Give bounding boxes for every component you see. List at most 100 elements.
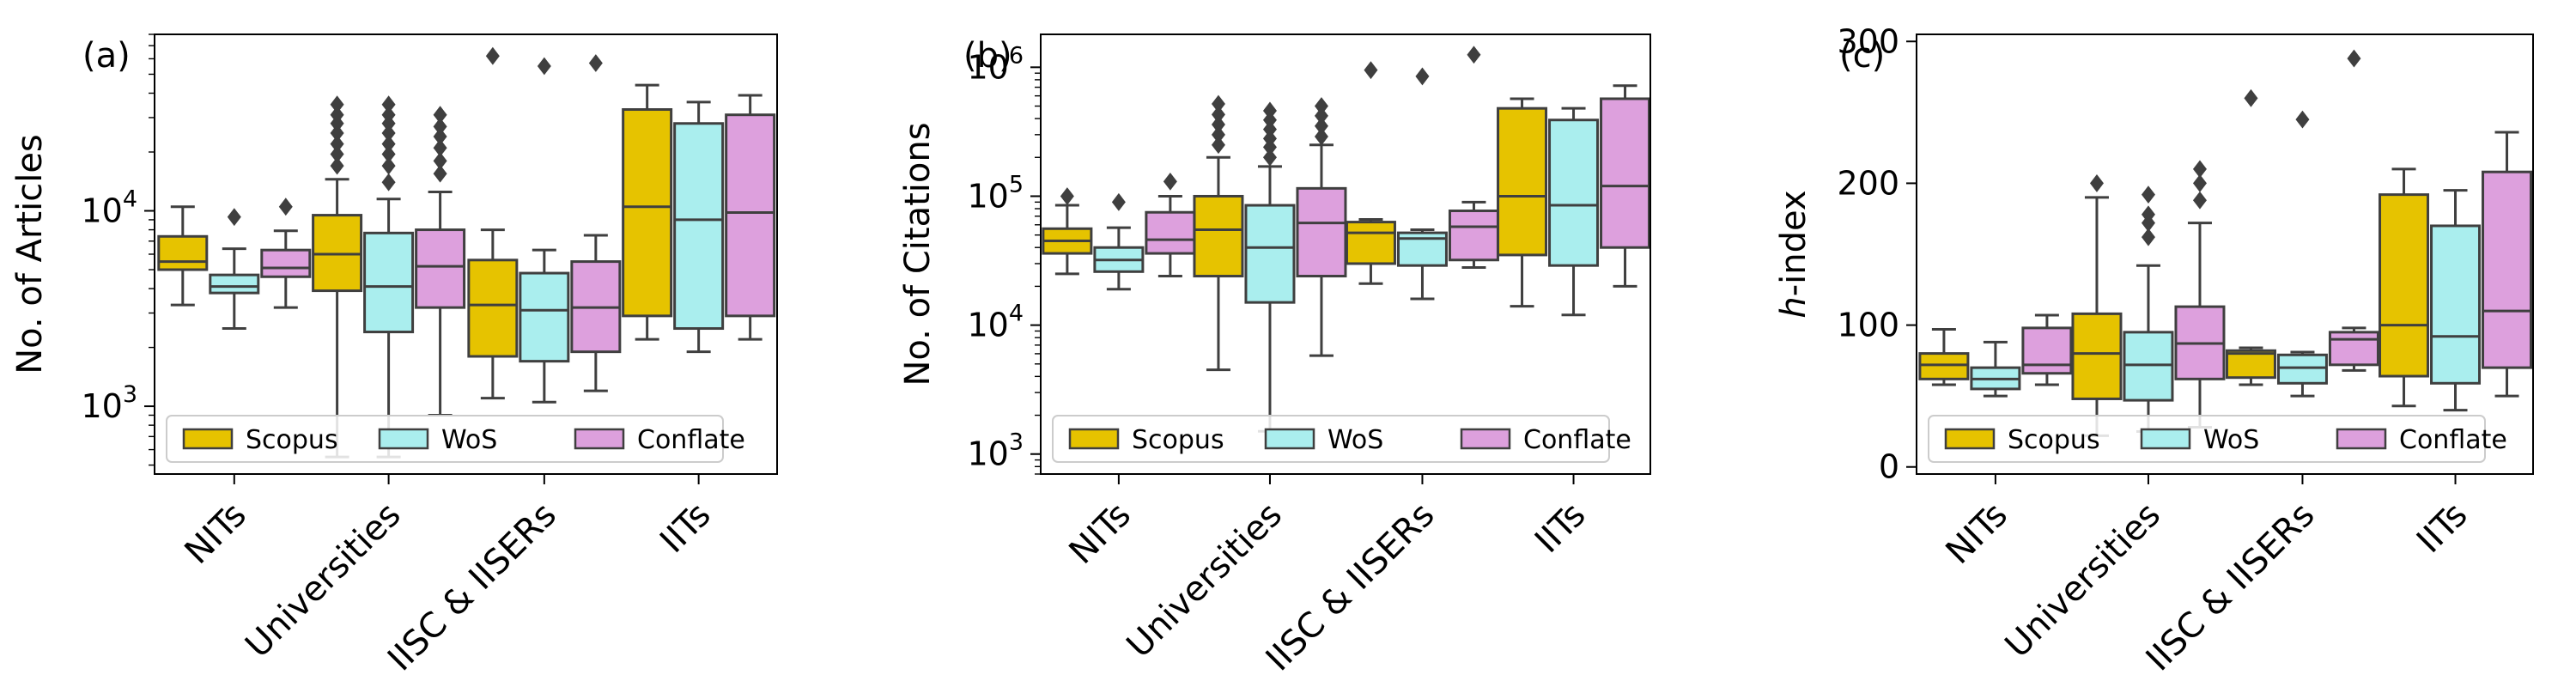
iqr-box — [157, 234, 209, 271]
outlier-point — [2141, 185, 2155, 204]
outlier-point — [381, 106, 396, 125]
outlier-point — [1211, 136, 1225, 155]
box-conflate-iits — [725, 94, 776, 341]
panel-label: (b) — [963, 36, 1012, 76]
iqr-box — [1193, 194, 1244, 278]
outlier-point — [381, 173, 396, 192]
legend-swatch-conflate — [574, 428, 625, 450]
legend-swatch-scopus — [1068, 428, 1120, 450]
outlier-point — [381, 124, 396, 143]
box-conflate-iisc-iisers — [2328, 49, 2379, 372]
box-conflate-universities — [1296, 97, 1347, 357]
outlier-point — [433, 138, 447, 157]
legend: Scopus WoS Conflate — [166, 415, 745, 463]
outlier-point — [433, 164, 447, 183]
legend-label-scopus: Scopus — [246, 425, 338, 455]
box-wos-universities — [1244, 101, 1296, 433]
box-wos-iits — [673, 100, 725, 354]
box-conflate-nits — [1145, 172, 1196, 278]
outlier-point — [330, 95, 344, 114]
box-scopus-universities — [2071, 174, 2123, 437]
x-tick-label: Universities — [1998, 495, 2168, 666]
outlier-point — [1314, 127, 1328, 146]
outlier-point — [1060, 187, 1074, 205]
iqr-box — [415, 228, 466, 309]
y-tick-label: 103 — [81, 381, 137, 425]
axes-frame — [1916, 33, 2534, 475]
box-scopus-iisc-iisers — [2225, 88, 2276, 386]
plot-area — [157, 46, 776, 459]
y-axis-label: h-index — [1774, 190, 1814, 318]
iqr-box — [1918, 352, 1970, 380]
box-conflate-iisc-iisers — [570, 54, 622, 392]
box-wos-iisc-iisers — [519, 57, 570, 404]
y-tick-label: 0 — [1879, 448, 1899, 486]
outlier-point — [278, 198, 293, 216]
legend-label-wos: WoS — [441, 425, 497, 455]
iqr-box — [2123, 331, 2174, 402]
iqr-box — [519, 271, 570, 363]
outlier-point — [1467, 46, 1481, 64]
outlier-point — [1364, 61, 1378, 80]
legend-swatch-conflate — [2336, 428, 2387, 450]
box-scopus-nits — [157, 205, 209, 307]
outlier-point — [381, 145, 396, 163]
y-tick-label: 104 — [81, 186, 137, 230]
outlier-point — [330, 124, 344, 143]
iqr-box — [622, 108, 673, 318]
y-tick-label: 200 — [1837, 164, 1899, 202]
outlier-point — [2347, 49, 2361, 68]
outlier-point — [330, 145, 344, 163]
y-axis: 103 104 105 106 — [967, 42, 1041, 475]
iqr-box — [2482, 170, 2533, 369]
plot-area — [1918, 49, 2533, 437]
box-conflate-iits — [2482, 131, 2533, 398]
box-conflate-iits — [1600, 84, 1650, 288]
outlier-point — [1262, 129, 1277, 148]
outlier-point — [381, 156, 396, 175]
box-scopus-iits — [2379, 167, 2430, 408]
panel-c: 0 100 200 300 h-index (c) NITsUniversitiesIISC… — [1774, 22, 2534, 678]
box-wos-iits — [1548, 106, 1600, 317]
outlier-point — [1211, 105, 1225, 124]
iqr-box — [1548, 119, 1600, 267]
outlier-point — [1314, 106, 1328, 125]
legend-label-conflate: Conflate — [2399, 425, 2507, 455]
y-tick-label: 100 — [1837, 307, 1899, 344]
outlier-point — [1415, 67, 1430, 86]
legend-swatch-scopus — [1944, 428, 1996, 450]
box-wos-universities — [2123, 185, 2174, 433]
iqr-box — [1600, 97, 1650, 249]
iqr-box — [363, 231, 415, 334]
iqr-box — [260, 248, 312, 278]
iqr-box — [673, 122, 725, 331]
iqr-box — [2276, 353, 2328, 385]
y-axis: 103 104 — [81, 33, 155, 466]
iqr-box — [209, 273, 260, 295]
x-tick-label: Universities — [238, 495, 408, 666]
panel-b: 103 104 105 106 No. of Citations (b) NITsUnive… — [898, 33, 1651, 678]
iqr-box — [2328, 331, 2379, 367]
outlier-point — [2192, 174, 2207, 192]
outlier-point — [227, 208, 241, 227]
outlier-point — [1211, 125, 1225, 144]
iqr-box — [1296, 186, 1347, 278]
outlier-point — [330, 135, 344, 153]
legend-frame — [1052, 415, 1610, 463]
legend-swatch-wos — [2140, 428, 2191, 450]
outlier-point — [1262, 111, 1277, 130]
x-tick-label: IITs — [653, 495, 719, 562]
iqr-box — [2430, 224, 2482, 385]
legend-swatch-scopus — [182, 428, 234, 450]
y-axis: 0 100 200 300 — [1837, 22, 1917, 486]
box-conflate-universities — [415, 106, 466, 416]
outlier-point — [330, 156, 344, 175]
y-tick-label: 105 — [967, 171, 1024, 215]
outlier-point — [588, 54, 603, 72]
outlier-point — [1262, 101, 1277, 120]
iqr-box — [1145, 210, 1196, 255]
x-tick-label: IITs — [2409, 495, 2476, 562]
legend-swatch-wos — [1264, 428, 1315, 450]
